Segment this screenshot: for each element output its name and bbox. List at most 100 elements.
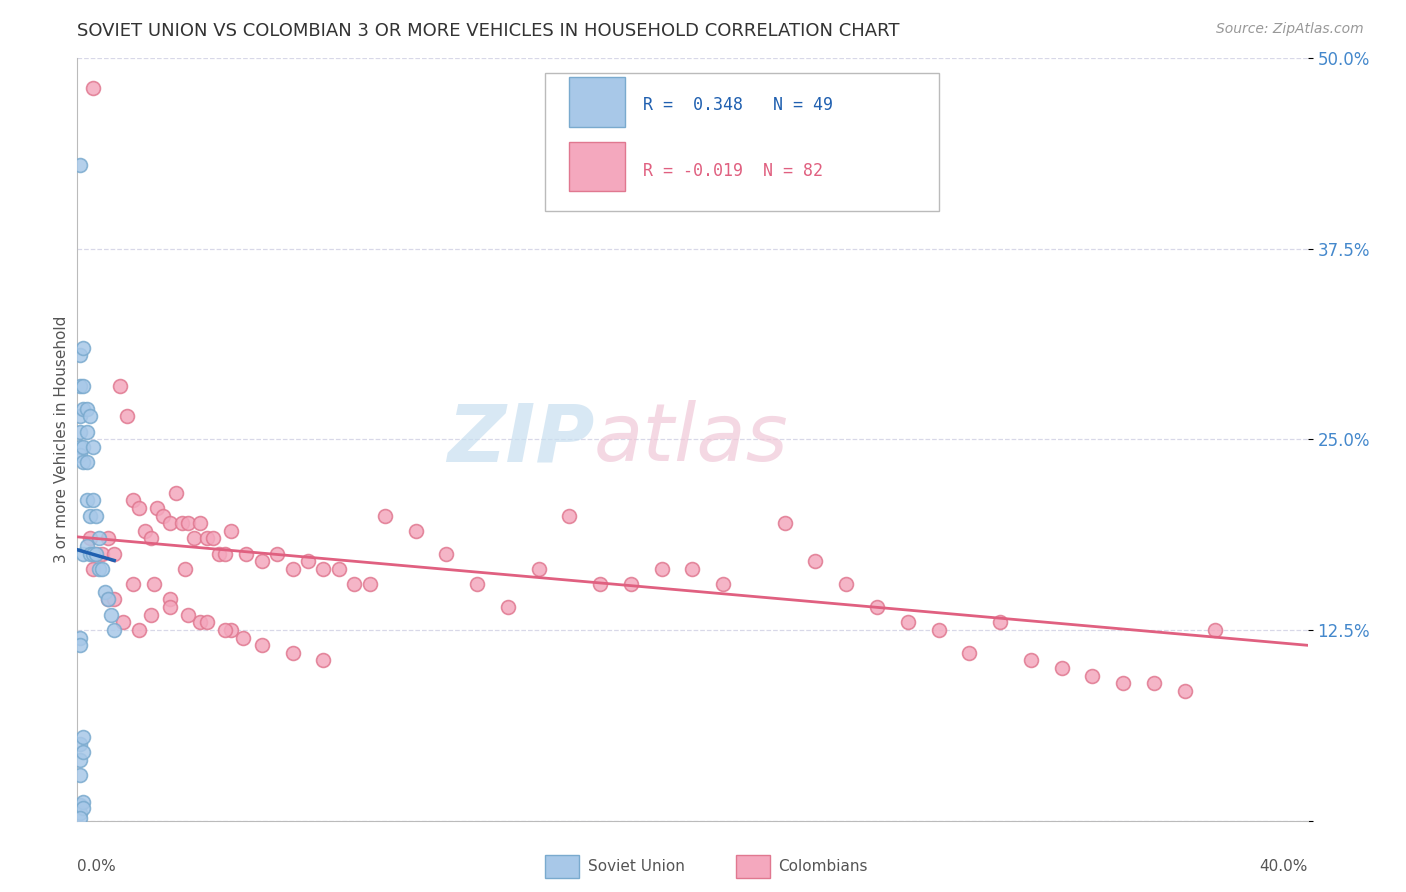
Bar [569, 142, 624, 192]
Point [897, 615, 920, 630]
Point [82, 547, 104, 561]
Point [143, 577, 166, 591]
Point [82, 493, 104, 508]
Bar [735, 855, 770, 878]
Point [405, 524, 427, 538]
Point [558, 508, 581, 523]
Point [84, 547, 107, 561]
Point [250, 638, 273, 652]
Point [343, 577, 366, 591]
Point [866, 600, 889, 615]
Point [183, 532, 205, 546]
Point [527, 562, 550, 576]
Point [312, 562, 335, 576]
Point [928, 623, 950, 637]
Point [69, 631, 91, 645]
Point [69, 737, 91, 751]
Point [152, 508, 174, 523]
Point [214, 623, 236, 637]
Point [312, 653, 335, 667]
Text: 0.0%: 0.0% [77, 859, 117, 874]
Point [72, 401, 94, 416]
Text: SOVIET UNION VS COLOMBIAN 3 OR MORE VEHICLES IN HOUSEHOLD CORRELATION CHART: SOVIET UNION VS COLOMBIAN 3 OR MORE VEHI… [77, 22, 900, 40]
Point [90, 562, 114, 576]
Point [651, 562, 673, 576]
Point [69, 768, 91, 782]
Point [620, 577, 643, 591]
Point [72, 745, 94, 759]
Point [208, 547, 231, 561]
Point [112, 615, 135, 630]
Point [201, 532, 224, 546]
Point [79, 409, 101, 424]
Bar [546, 73, 939, 211]
Point [94, 585, 117, 599]
Point [174, 562, 197, 576]
Point [159, 516, 181, 531]
Point [103, 623, 125, 637]
Point [69, 348, 91, 362]
Point [72, 455, 94, 469]
Text: Soviet Union: Soviet Union [588, 859, 685, 874]
Point [97, 592, 120, 607]
Point [72, 341, 94, 355]
Text: Colombians: Colombians [779, 859, 868, 874]
Point [72, 795, 94, 809]
Point [141, 532, 163, 546]
Point [1081, 669, 1104, 683]
Bar [569, 77, 624, 127]
Point [281, 562, 304, 576]
Point [103, 547, 125, 561]
Point [79, 532, 101, 546]
Point [281, 646, 304, 660]
Point [496, 600, 519, 615]
Text: 40.0%: 40.0% [1260, 859, 1308, 874]
Point [69, 158, 91, 172]
Point [72, 801, 94, 815]
Point [682, 562, 704, 576]
Point [69, 448, 91, 462]
Point [465, 577, 488, 591]
Point [773, 516, 796, 531]
Point [84, 508, 107, 523]
Point [195, 532, 218, 546]
Point [1204, 623, 1226, 637]
Point [235, 547, 257, 561]
Point [742, 120, 765, 134]
Point [72, 379, 94, 393]
Point [69, 753, 91, 767]
Point [69, 811, 91, 825]
Point [76, 401, 98, 416]
Y-axis label: 3 or more Vehicles in Household: 3 or more Vehicles in Household [53, 316, 69, 563]
Point [84, 547, 107, 561]
Point [76, 493, 98, 508]
Point [69, 440, 91, 454]
Point [82, 440, 104, 454]
Point [69, 425, 91, 439]
Point [97, 532, 120, 546]
Point [69, 379, 91, 393]
Point [69, 798, 91, 813]
Point [79, 547, 101, 561]
Point [69, 805, 91, 820]
Point [72, 547, 94, 561]
Point [1112, 676, 1135, 690]
Point [711, 577, 734, 591]
Point [97, 592, 120, 607]
Point [76, 539, 98, 553]
Point [297, 554, 319, 568]
Point [988, 615, 1011, 630]
Point [72, 730, 94, 744]
Point [219, 524, 242, 538]
Point [121, 493, 143, 508]
Point [436, 547, 458, 561]
Point [72, 440, 94, 454]
Point [170, 516, 193, 531]
Point [835, 577, 858, 591]
Point [159, 592, 181, 607]
Point [110, 379, 132, 393]
Text: Source: ZipAtlas.com: Source: ZipAtlas.com [1216, 22, 1364, 37]
Point [214, 547, 236, 561]
Point [69, 409, 91, 424]
Point [1050, 661, 1073, 675]
